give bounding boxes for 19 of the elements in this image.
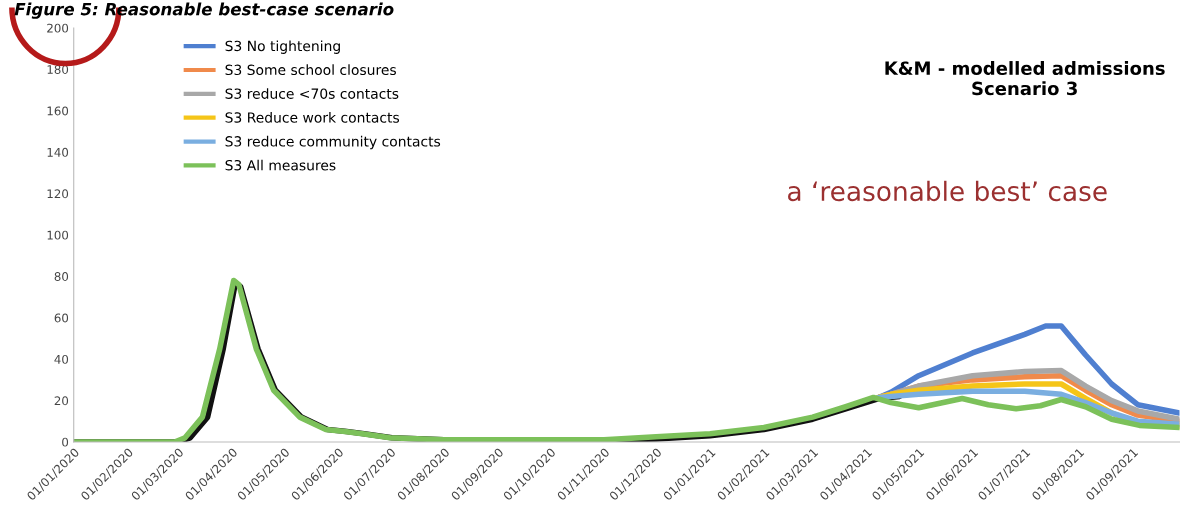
y-tick-label: 140 <box>47 147 69 157</box>
y-tick-label: 120 <box>47 189 69 199</box>
legend-label: S3 reduce <70s contacts <box>225 88 399 99</box>
legend-label: S3 Some school closures <box>225 64 396 76</box>
y-tick-label: 100 <box>47 230 69 240</box>
annotation: a ‘reasonable best’ case <box>788 180 1107 202</box>
chart-title: Figure 5: Reasonable best-case scenario <box>14 2 394 19</box>
y-tick-label: 0 <box>62 437 69 447</box>
y-tick-label: 20 <box>54 396 69 406</box>
y-tick-label: 160 <box>47 106 69 116</box>
legend-label: S3 All measures <box>225 159 336 171</box>
y-tick-label: 40 <box>54 354 69 364</box>
y-tick-label: 80 <box>54 272 69 282</box>
legend-label: S3 Reduce work contacts <box>225 112 400 123</box>
legend-label: S3 No tightening <box>225 40 340 54</box>
legend-label: S3 reduce community contacts <box>225 135 441 150</box>
y-tick-label: 200 <box>47 23 69 33</box>
annotation: K&M - modelled admissions Scenario 3 <box>885 61 1165 96</box>
y-tick-label: 60 <box>54 313 69 323</box>
